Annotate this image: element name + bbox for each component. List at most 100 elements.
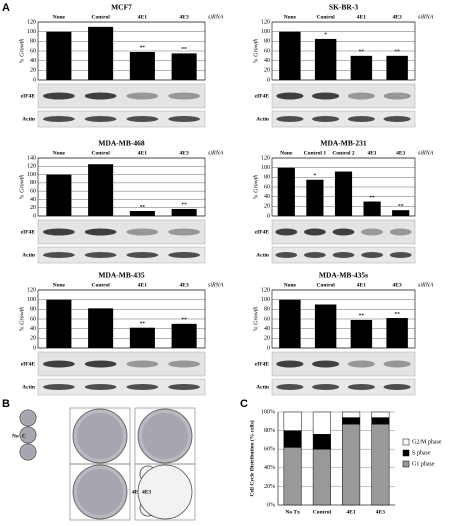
y-tick-label: 40 [30,58,36,64]
blot-band [383,92,411,100]
bar [88,26,114,80]
chart-title: SK-BR-3 [329,3,358,12]
x-tick-label: Control [92,282,111,288]
blot-band [276,384,304,390]
blot-band [126,116,159,122]
bar [171,323,197,348]
significance-mark: ** [369,195,375,201]
y-axis-label: Cell Cycle Distribution (% cells) [248,420,255,496]
y-tick-label: 60 [264,316,270,322]
y-tick-label: 100 [27,297,36,303]
plate-inner [21,428,35,442]
bar-segment [371,411,390,418]
x-tick-label: 4E1 [357,14,366,20]
bar-segment [342,423,361,506]
blot-label: Actin [256,116,269,122]
blot-band [312,384,340,390]
y-tick-label: 20 [30,205,36,211]
bar-segment [283,430,302,448]
blot-label: eIF4E [255,229,270,235]
x-tick-label: Control 2 [332,150,355,156]
plate-inner [21,411,35,425]
x-tick-label: None [284,282,297,288]
blot [271,110,416,128]
x-tick-label: None [284,14,297,20]
blot-band [383,116,411,122]
blot-band [168,252,200,258]
blot-band [43,116,75,122]
blot-band [126,384,159,390]
significance-mark: ** [181,47,187,53]
significance-mark: ** [181,317,187,323]
y-tick-label: 100 [261,29,270,35]
blot-band [304,228,326,236]
chart-title: MCF7 [111,3,132,12]
blot-band [43,228,75,236]
y-tick-label: 80 [30,307,36,313]
x-tick-label: None [53,14,66,20]
bar [129,211,155,216]
blot-band [383,360,411,368]
y-axis-label: % Growth [253,39,259,64]
blot-band [312,360,340,368]
blot-band [275,252,298,258]
blot-label: eIF4E [21,361,36,367]
y-tick-label: 40 [264,326,270,332]
y-tick-label: 120 [27,19,36,25]
blot-band [347,92,375,100]
y-tick-label: 0 [267,77,270,83]
y-tick-label: 60 [30,48,36,54]
treatment-label: siRNA [418,282,434,288]
bar [46,31,72,81]
significance-mark: * [324,32,327,38]
blot-band [168,92,200,100]
y-tick-label: 80 [30,39,36,45]
y-tick-label: 40 [264,58,270,64]
treatment-label: siRNA [208,282,224,288]
bar-segment [342,417,361,425]
y-tick-label: 100 [261,297,270,303]
blot-band [304,252,326,258]
x-tick-label: Control [317,14,336,20]
significance-mark: ** [394,311,400,317]
blot-band [312,116,340,122]
bar-segment [312,411,331,435]
plate-inner [77,469,123,515]
y-tick-label: 80 [30,180,36,186]
y-tick-label: 0% [267,502,275,508]
blot-band [332,252,355,258]
y-tick-label: 80 [264,175,270,181]
y-tick-label: 120 [27,287,36,293]
y-tick-label: 20 [264,336,270,342]
bar [350,319,373,348]
y-tick-label: 0 [33,345,36,351]
chart-title: MDA-MB-435 [98,271,144,280]
panel-frame [134,463,196,521]
blot-band [276,116,304,122]
y-tick-label: 60 [264,184,270,190]
blot-band [126,360,159,368]
bar [350,55,373,80]
y-tick-label: 40 [30,326,36,332]
bar [129,327,155,348]
blot-band [126,252,159,258]
x-tick-label: 4E3 [396,150,405,156]
blot-band [347,360,375,368]
blot-label: Actin [22,116,35,122]
y-tick-label: 80 [264,307,270,313]
plate [137,464,193,520]
x-tick-label: 4E3 [393,14,402,20]
blot-band [43,384,75,390]
x-tick-label: Control [92,14,111,20]
bar-segment [283,411,302,431]
y-axis-label: % Growth [253,307,259,332]
y-tick-label: 80% [264,428,275,434]
y-tick-label: 120 [261,287,270,293]
blot-label: eIF4E [21,229,36,235]
y-tick-label: 20% [264,484,275,490]
y-tick-label: 40 [264,194,270,200]
plate-label: 4E3 [142,489,151,495]
y-tick-label: 140 [27,155,36,161]
plot-frame [37,21,206,81]
chart-title: MDA-MB-231 [320,139,366,148]
